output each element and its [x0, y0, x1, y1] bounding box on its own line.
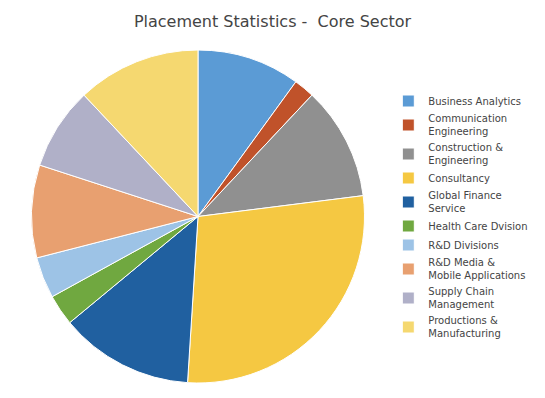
svg-text:Health Care Dvision: Health Care Dvision [428, 221, 527, 232]
svg-text:R&D Divisions: R&D Divisions [428, 240, 498, 251]
svg-text:Consultancy: Consultancy [428, 173, 490, 184]
svg-text:CommunicationEngineering: CommunicationEngineering [428, 113, 507, 137]
svg-text:Construction &Engineering: Construction &Engineering [428, 142, 503, 166]
svg-text:Supply ChainManagement: Supply ChainManagement [428, 286, 494, 310]
svg-text:Business Analytics: Business Analytics [428, 96, 521, 107]
svg-text:Productions &Manufacturing: Productions &Manufacturing [428, 315, 500, 339]
svg-text:R&D Media &Mobile Applications: R&D Media &Mobile Applications [428, 257, 525, 281]
svg-text:Placement Statistics - Core S: Placement Statistics - Core Sector [134, 12, 412, 31]
svg-text:Global FinanceService: Global FinanceService [428, 190, 501, 214]
